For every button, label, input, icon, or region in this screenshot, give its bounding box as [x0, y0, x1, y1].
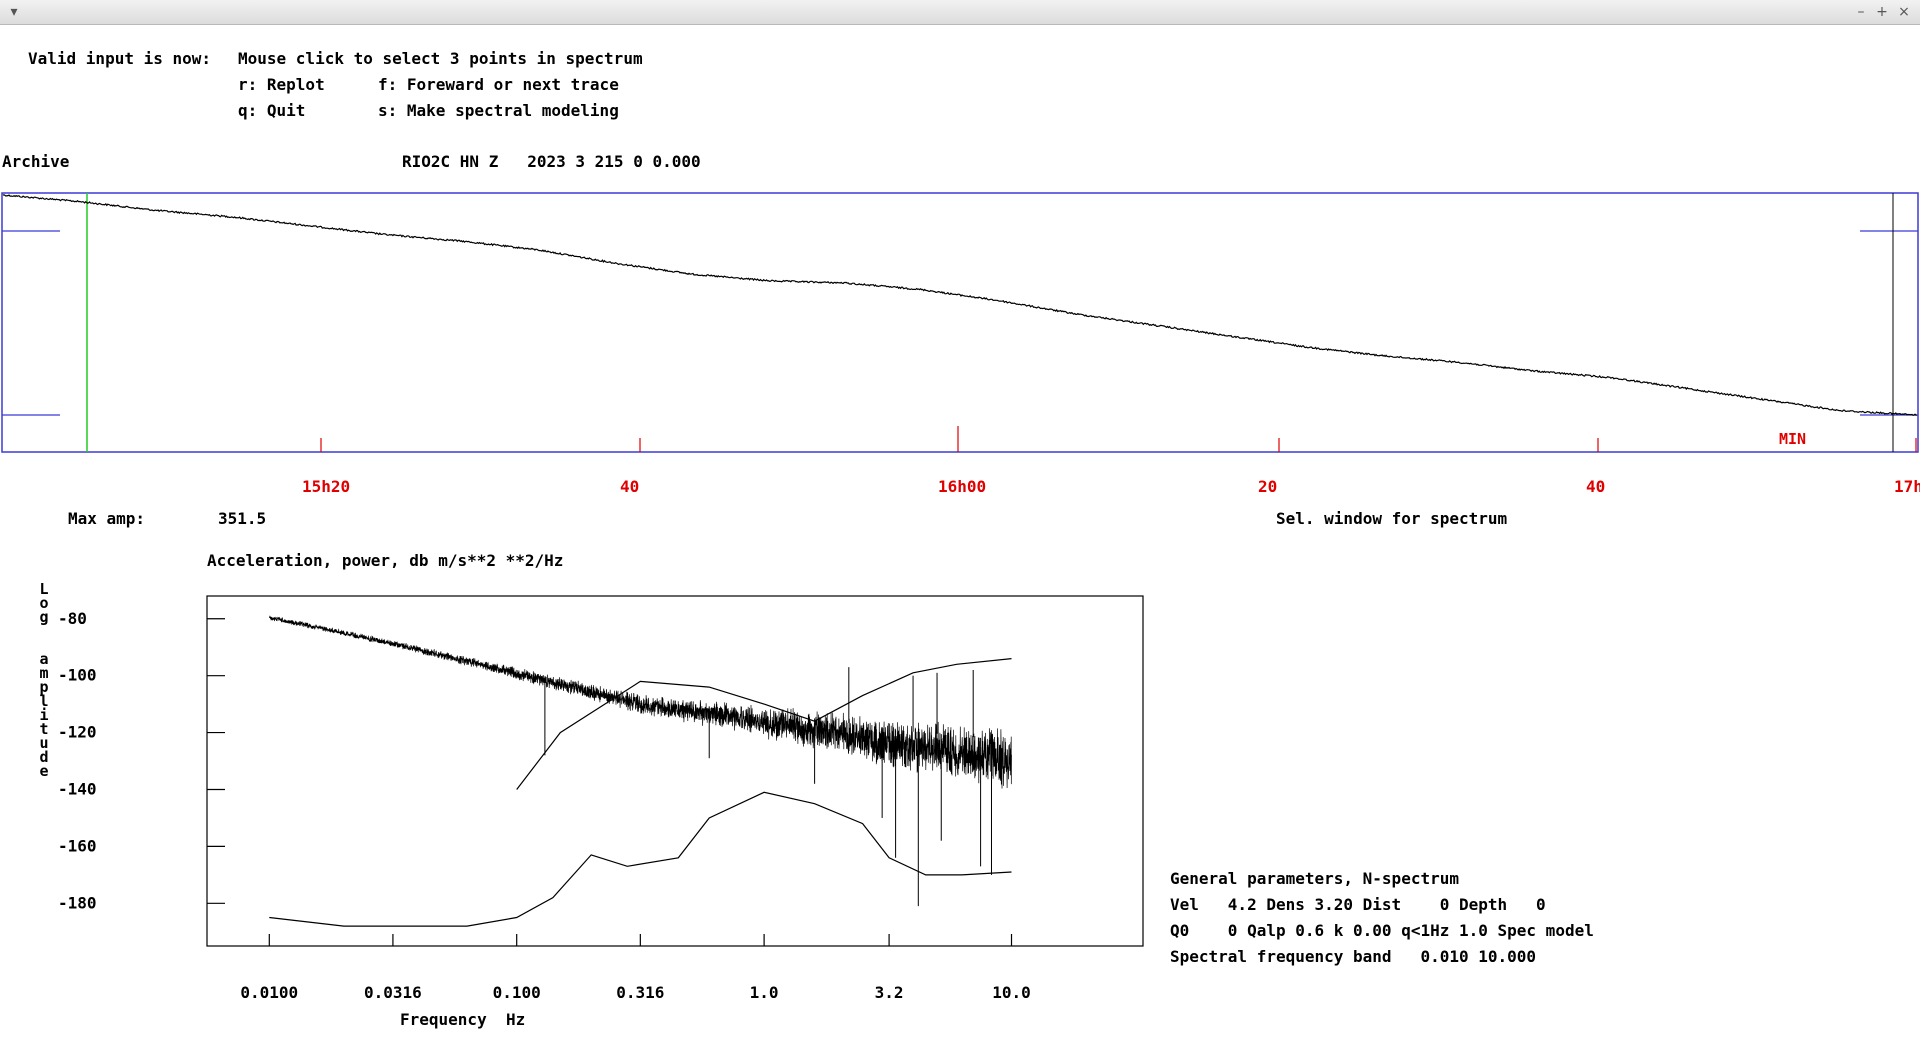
x-tick-label: 0.0100: [240, 983, 298, 1002]
max-amp-label: Max amp:: [68, 509, 146, 528]
chevron-down-icon[interactable]: ▾: [10, 4, 18, 20]
time-tick-label: 16h00: [938, 477, 986, 496]
x-tick-label: 10.0: [992, 983, 1031, 1002]
instruction-quit: q: Quit: [238, 101, 306, 120]
instruction-mouse-click: Mouse click to select 3 points in spectr…: [238, 49, 643, 68]
spectrum-series-signal: [269, 615, 1012, 789]
trace-source: Archive: [2, 152, 70, 171]
maximize-icon[interactable]: +: [1876, 4, 1888, 20]
instruction-spectral: s: Make spectral modeling: [378, 101, 619, 120]
params-heading: General parameters, N-spectrum: [1170, 869, 1459, 888]
sel-window-label: Sel. window for spectrum: [1276, 509, 1508, 528]
instruction-replot: r: Replot: [238, 75, 325, 94]
seismic-trace-line: [2, 194, 1918, 416]
spectrum-x-axis-label: Frequency Hz: [400, 1010, 526, 1029]
x-tick-label: 0.0316: [364, 983, 422, 1002]
x-tick-label: 0.316: [616, 983, 664, 1002]
time-tick-label: 17h: [1894, 477, 1920, 496]
time-tick-label: 40: [620, 477, 639, 496]
min-label: MIN: [1779, 430, 1806, 448]
max-amp-value: 351.5: [218, 509, 267, 528]
y-tick-label: -100: [58, 666, 97, 685]
x-tick-label: 3.2: [875, 983, 904, 1002]
y-tick-label: -80: [58, 609, 87, 628]
spectrum-title: Acceleration, power, db m/s**2 **2/Hz: [207, 551, 564, 570]
spectrum-frame: [206, 595, 1144, 947]
input-prompt: Valid input is now:: [28, 49, 212, 68]
instruction-forward: f: Foreward or next trace: [378, 75, 619, 94]
x-tick-label: 0.100: [493, 983, 541, 1002]
params-line-velocity: Vel 4.2 Dens 3.20 Dist 0 Depth 0: [1170, 895, 1546, 914]
y-tick-label: -120: [58, 723, 97, 742]
y-tick-label: -180: [58, 893, 97, 912]
time-tick-label: 20: [1258, 477, 1277, 496]
time-tick-label: 15h20: [302, 477, 350, 496]
close-icon[interactable]: ×: [1898, 4, 1910, 20]
spectrum-series-noise-floor: [269, 791, 1012, 927]
x-tick-label: 1.0: [750, 983, 779, 1002]
trace-frame: [1, 192, 1919, 453]
spectrum-series-upper-model: [516, 658, 1012, 790]
y-tick-label: -140: [58, 779, 97, 798]
params-line-q: Q0 0 Qalp 0.6 k 0.00 q<1Hz 1.0 Spec mode…: [1170, 921, 1594, 940]
window-titlebar: ▾ – + ×: [0, 0, 1920, 25]
trace-header: RIO2C HN Z 2023 3 215 0 0.000: [402, 152, 701, 171]
y-tick-label: -160: [58, 836, 97, 855]
time-tick-label: 40: [1586, 477, 1605, 496]
params-line-band: Spectral frequency band 0.010 10.000: [1170, 947, 1537, 966]
minimize-icon[interactable]: –: [1857, 4, 1865, 20]
